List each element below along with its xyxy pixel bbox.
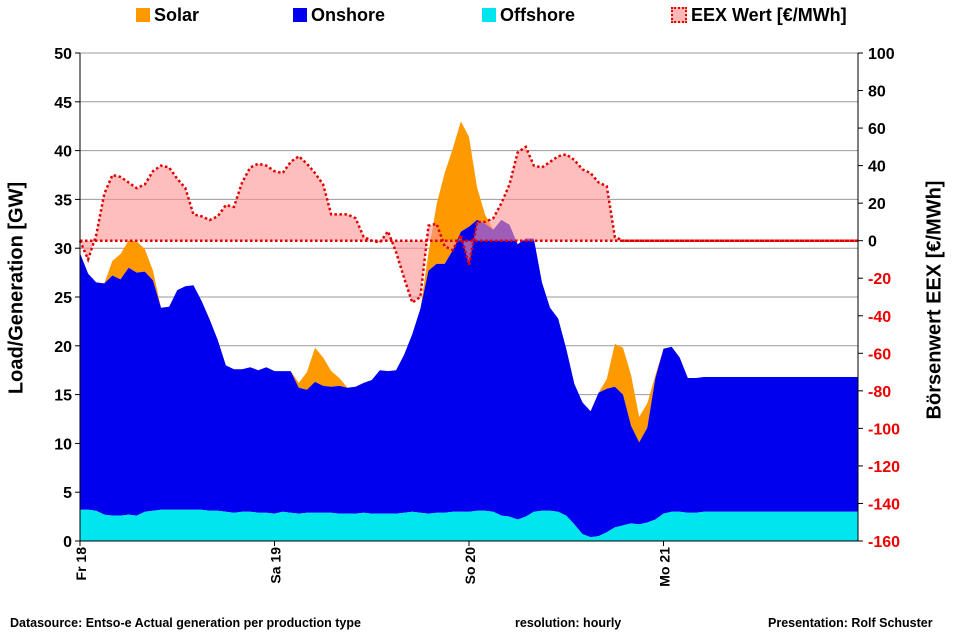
right-tick-label: 20 — [868, 196, 886, 213]
y-axis-title-right: Börsenwert EEX [€/MWh] — [923, 180, 946, 420]
left-tick-label: 45 — [54, 95, 72, 112]
legend-label-offshore: Offshore — [500, 4, 576, 25]
right-axis-ticks: -160 -140 -120 -100 -80 -60 -40 -20 0 20 40 60 80 100 — [858, 46, 900, 551]
left-tick-label: 25 — [54, 290, 72, 307]
x-tick-label: Sa 19 — [268, 547, 284, 584]
footer-presentation: Presentation: Rolf Schuster — [768, 616, 933, 630]
legend-item-offshore: Offshore — [482, 3, 575, 27]
right-tick-label: -80 — [868, 384, 891, 401]
left-tick-label: 0 — [63, 534, 72, 551]
right-tick-label: 0 — [868, 234, 877, 251]
area-offshore — [80, 509, 858, 541]
right-tick-label: -160 — [868, 534, 900, 551]
x-tick-label: Fr 18 — [73, 547, 89, 581]
right-tick-label: 60 — [868, 121, 886, 138]
legend-label-solar: Solar — [154, 4, 200, 25]
legend-swatch-onshore — [293, 8, 307, 22]
left-tick-label: 5 — [63, 485, 72, 502]
left-tick-label: 35 — [54, 192, 72, 209]
left-tick-label: 40 — [54, 144, 72, 161]
right-tick-label: 80 — [868, 84, 886, 101]
left-tick-label: 15 — [54, 388, 72, 405]
legend-swatch-offshore — [482, 8, 496, 22]
right-tick-label: -60 — [868, 346, 891, 363]
series-areas — [78, 121, 858, 541]
x-tick-label: So 20 — [462, 547, 478, 585]
right-tick-label: -100 — [868, 421, 900, 438]
right-tick-label: -40 — [868, 309, 891, 326]
footer-resolution: resolution: hourly — [515, 616, 622, 630]
left-tick-label: 10 — [54, 436, 72, 453]
right-tick-label: -120 — [868, 459, 900, 476]
line-eex — [78, 144, 858, 305]
left-tick-label: 30 — [54, 241, 72, 258]
footer-datasource: Datasource: Entso-e Actual generation pe… — [10, 616, 361, 630]
area-eex — [80, 146, 858, 303]
area-onshore — [80, 219, 858, 538]
left-tick-label: 20 — [54, 339, 72, 356]
legend-swatch-solar — [136, 8, 150, 22]
x-tick-label: Mo 21 — [657, 547, 673, 587]
left-tick-label: 50 — [54, 46, 72, 63]
legend-label-onshore: Onshore — [311, 4, 386, 25]
right-tick-label: 40 — [868, 159, 886, 176]
right-tick-label: -20 — [868, 271, 891, 288]
y-axis-title-left: Load/Generation [GW] — [5, 181, 28, 395]
area-solar — [80, 121, 858, 443]
left-axis-ticks: 0 5 10 15 20 25 30 35 40 45 50 — [54, 46, 80, 551]
legend-item-eex: EEX Wert [€/MWh] — [671, 3, 847, 27]
x-axis-ticks: Fr 18 Sa 19 So 20 Mo 21 — [73, 541, 673, 587]
right-tick-label: -140 — [868, 496, 900, 513]
right-tick-label: 100 — [868, 46, 895, 63]
legend-label-eex: EEX Wert [€/MWh] — [691, 4, 847, 25]
legend-item-onshore: Onshore — [293, 3, 385, 27]
legend-swatch-eex — [671, 7, 687, 23]
legend-item-solar: Solar — [136, 3, 199, 27]
